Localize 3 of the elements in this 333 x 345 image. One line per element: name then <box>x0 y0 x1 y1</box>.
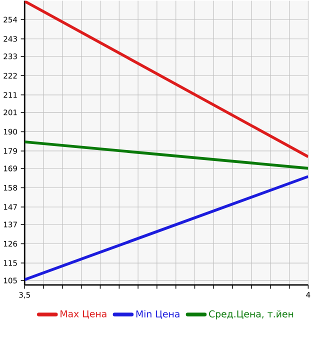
legend-label: Сред.Цена, т.йен <box>208 310 294 320</box>
legend-label: Max Цена <box>60 310 106 319</box>
legend-label: Min Цена <box>136 310 180 319</box>
